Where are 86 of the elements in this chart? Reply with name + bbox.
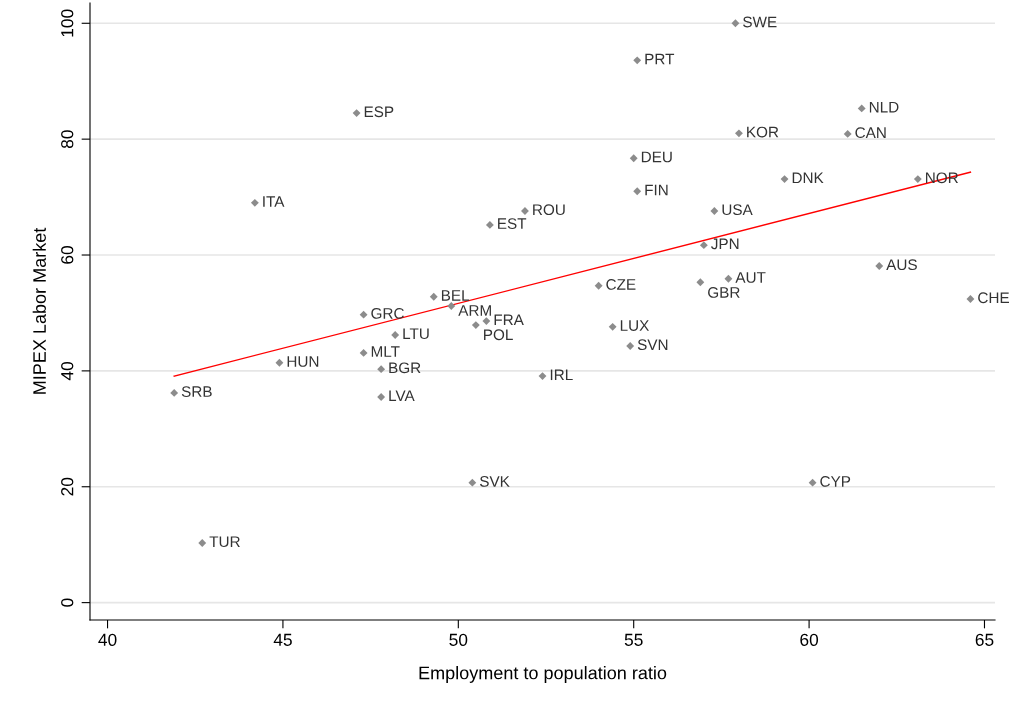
- point: [808, 478, 817, 487]
- annotation: BEL: [441, 290, 470, 301]
- x-tick-label: 65: [975, 633, 994, 646]
- y-axis-title: MIPEX Labor Market: [32, 227, 46, 394]
- point: [359, 310, 368, 319]
- annotation: DEU: [641, 151, 672, 163]
- point: [626, 342, 635, 350]
- x-tick-label: 60: [800, 633, 819, 646]
- point: [377, 393, 386, 401]
- point: [468, 478, 477, 487]
- point: [633, 56, 642, 65]
- point: [359, 349, 368, 357]
- point: [170, 388, 179, 397]
- point: [699, 241, 708, 250]
- y-tick-label: 80: [61, 130, 74, 149]
- annotation: CYP: [820, 475, 851, 487]
- x-axis-title: Employment to population ratio: [419, 666, 667, 683]
- annotation: USA: [722, 204, 753, 216]
- annotation: FRA: [494, 314, 524, 326]
- annotation: SVK: [479, 475, 510, 487]
- annotation: FIN: [645, 184, 668, 196]
- annotation: TUR: [209, 536, 240, 548]
- annotation: AUT: [735, 272, 766, 283]
- annotation: CZE: [606, 279, 636, 290]
- point: [198, 539, 207, 547]
- annotation: LUX: [620, 320, 649, 331]
- point: [966, 295, 975, 303]
- x-tick-label: 50: [449, 633, 468, 646]
- point: [633, 187, 642, 196]
- annotation: HUN: [287, 356, 319, 367]
- x-tick-label: 45: [273, 633, 292, 646]
- point: [875, 262, 884, 270]
- annotation: ESP: [364, 106, 394, 118]
- y-tick-label: 0: [61, 598, 74, 607]
- point: [447, 302, 456, 310]
- point: [429, 292, 438, 301]
- point: [608, 322, 617, 331]
- annotation: EST: [498, 218, 527, 229]
- annotation: IRL: [550, 369, 573, 381]
- y-tick-label: 20: [61, 477, 74, 496]
- annotation: CAN: [855, 127, 886, 139]
- annotation: KOR: [747, 126, 779, 138]
- point: [250, 198, 259, 207]
- annotation: NLD: [869, 101, 899, 113]
- y-tick-label: 60: [61, 246, 74, 264]
- point: [377, 365, 386, 374]
- point: [629, 154, 638, 163]
- x-tick-label: 55: [624, 633, 643, 646]
- y-tick-label: 100: [61, 9, 74, 37]
- point: [594, 281, 603, 290]
- annotation: GBR: [708, 287, 740, 298]
- annotation: LTU: [403, 328, 429, 340]
- point: [275, 358, 284, 367]
- annotation: JPN: [711, 238, 739, 250]
- annotation: PRT: [645, 53, 675, 65]
- point: [538, 372, 547, 381]
- annotation: POL: [484, 329, 513, 341]
- annotation: LVA: [389, 390, 415, 401]
- point: [391, 331, 400, 339]
- annotation: GRC: [371, 307, 404, 319]
- annotation: CHE: [978, 292, 1009, 304]
- annotation: SRB: [181, 386, 212, 397]
- point: [352, 109, 361, 117]
- annotation: ARM: [458, 305, 491, 316]
- point: [843, 130, 852, 138]
- annotation: DNK: [792, 172, 824, 184]
- annotation: ITA: [263, 196, 285, 207]
- point: [482, 317, 491, 325]
- annotation: BGR: [389, 362, 421, 374]
- point: [735, 129, 743, 138]
- point: [731, 19, 740, 28]
- point: [471, 321, 480, 330]
- x-tick-label: 40: [98, 633, 117, 646]
- annotation: SVN: [637, 339, 668, 351]
- y-tick-label: 40: [61, 361, 74, 381]
- point: [857, 104, 866, 113]
- annotation: MLT: [371, 346, 400, 357]
- annotation: ROU: [533, 204, 565, 216]
- point: [780, 175, 789, 184]
- point: [696, 278, 705, 287]
- point: [485, 220, 494, 229]
- annotation: AUS: [886, 259, 917, 271]
- point: [710, 207, 719, 215]
- point: [913, 175, 922, 184]
- point: [724, 274, 733, 283]
- annotation: SWE: [743, 16, 777, 28]
